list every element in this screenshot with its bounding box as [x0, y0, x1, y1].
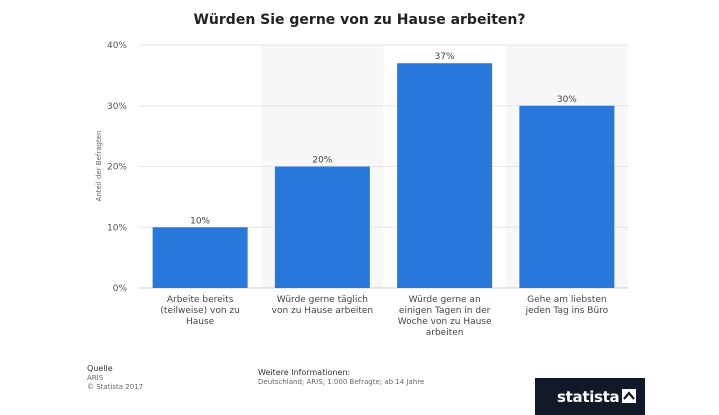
y-tick-label: 30%	[107, 102, 127, 112]
brand-name: statista	[557, 388, 620, 406]
y-tick-labels: 0% 10% 20% 30% 40%	[107, 41, 127, 294]
category-label-line: jeden Tag ins Büro	[525, 306, 609, 316]
y-axis-label: Anteil der Befragten	[95, 131, 103, 202]
info-block: Weitere Informationen: Deutschland; ARIS…	[258, 368, 424, 387]
y-tick-label: 40%	[107, 41, 127, 51]
category-label-line: Arbeite bereits	[166, 295, 234, 305]
y-tick-label: 0%	[113, 284, 128, 294]
value-labels: 10% 20% 37% 30%	[190, 52, 577, 226]
category-label-line: einigen Tagen in der	[398, 306, 491, 316]
category-label: Würde gerne täglich von zu Hause arbeiten	[267, 295, 377, 317]
bars	[152, 63, 615, 289]
y-tick-label: 20%	[107, 163, 127, 173]
category-label-line: von zu Hause arbeiten	[271, 306, 374, 316]
category-label-line: Woche von zu Hause	[397, 317, 492, 327]
category-label: Arbeite bereits (teilweise) von zu Hause	[145, 295, 255, 328]
bar[interactable]	[519, 105, 615, 288]
info-heading: Weitere Informationen:	[258, 368, 351, 377]
category-label: Würde gerne an einigen Tagen in der Woche …	[390, 295, 500, 339]
source-block: Quelle ARIS © Statista 2017	[87, 364, 143, 392]
statista-brand[interactable]: statista	[535, 378, 645, 415]
category-label-line: Gehe am liebsten	[527, 295, 607, 305]
category-label-line: Würde gerne täglich	[276, 295, 368, 305]
category-label-line: (teilweise) von zu	[160, 306, 240, 316]
category-label-line: Würde gerne an	[408, 295, 481, 305]
value-label: 37%	[435, 52, 455, 62]
bar[interactable]	[397, 63, 493, 288]
bar[interactable]	[152, 227, 248, 288]
value-label: 10%	[190, 216, 210, 226]
y-tick-label: 10%	[107, 223, 127, 233]
statista-logo-icon	[622, 389, 636, 403]
chart-title: Würden Sie gerne von zu Hause arbeiten?	[193, 12, 526, 28]
value-label: 20%	[312, 156, 332, 166]
category-label-line: arbeiten	[425, 328, 464, 338]
source-heading: Quelle	[87, 364, 113, 373]
category-label: Gehe am liebsten jeden Tag ins Büro	[512, 295, 622, 317]
info-text: Deutschland; ARIS; 1.000 Befragte; ab 14…	[258, 378, 425, 386]
source-line-1: ARIS	[87, 374, 104, 382]
value-label: 30%	[557, 95, 577, 105]
source-line-2: © Statista 2017	[87, 383, 144, 391]
bar[interactable]	[274, 166, 370, 289]
category-label-line: Hause	[186, 317, 215, 327]
